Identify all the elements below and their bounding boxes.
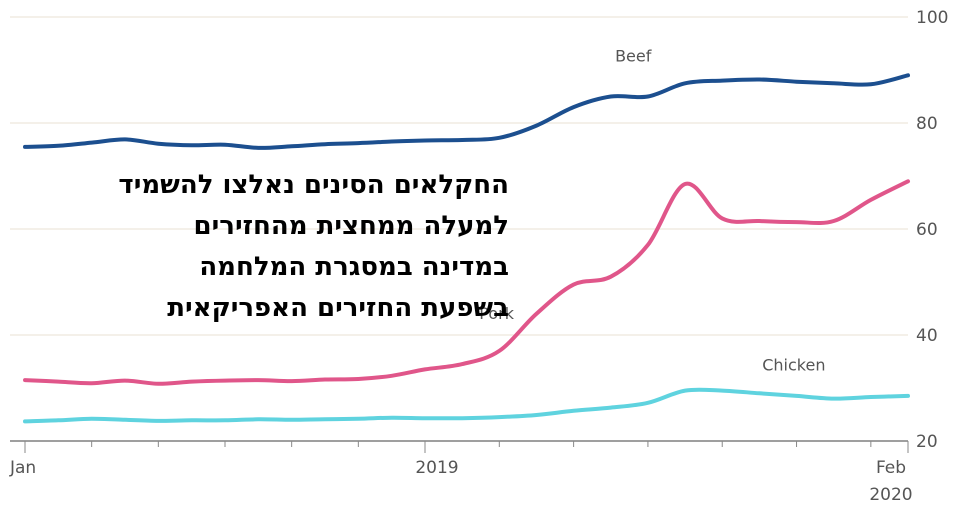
series-label-beef: Beef bbox=[615, 46, 652, 65]
y-tick-label-60: 60 bbox=[916, 220, 938, 240]
series-line-beef bbox=[23, 73, 910, 150]
y-tick-label-100: 100 bbox=[916, 8, 948, 28]
y-axis-tick-labels: 20 40 60 80 100 bbox=[916, 8, 948, 452]
y-tick-label-40: 40 bbox=[916, 326, 938, 346]
x-tick-label-0: Jan bbox=[9, 458, 36, 478]
y-tick-label-20: 20 bbox=[916, 432, 938, 452]
x-axis bbox=[10, 440, 909, 453]
y-tick-label-80: 80 bbox=[916, 114, 938, 134]
caption-line-1: החקלאים הסינים נאלצו להשמיד bbox=[118, 170, 509, 200]
caption-line-4: בשפעת החזירים האפריקאית bbox=[167, 293, 509, 323]
series-labels: Beef Pork Chicken bbox=[479, 46, 825, 374]
x-tick-label-2: Feb bbox=[876, 458, 906, 478]
x-axis-tick-labels: Jan 2019 Feb 2020 bbox=[9, 458, 913, 505]
caption-line-3: במדינה במסגרת המלחמה bbox=[199, 252, 509, 282]
gridlines bbox=[10, 16, 908, 336]
x-tick-label-3: 2020 bbox=[869, 485, 912, 505]
x-tick-label-1: 2019 bbox=[415, 458, 458, 478]
series-label-chicken: Chicken bbox=[762, 356, 825, 375]
caption-line-2: למעלה ממחצית מהחזירים bbox=[193, 211, 509, 241]
series-line-pork bbox=[23, 179, 910, 386]
overlay-caption: החקלאים הסינים נאלצו להשמיד למעלה ממחצית… bbox=[0, 165, 509, 329]
series-label-pork: Pork bbox=[479, 304, 514, 323]
series-lines bbox=[23, 73, 910, 424]
series-line-chicken bbox=[23, 387, 910, 424]
